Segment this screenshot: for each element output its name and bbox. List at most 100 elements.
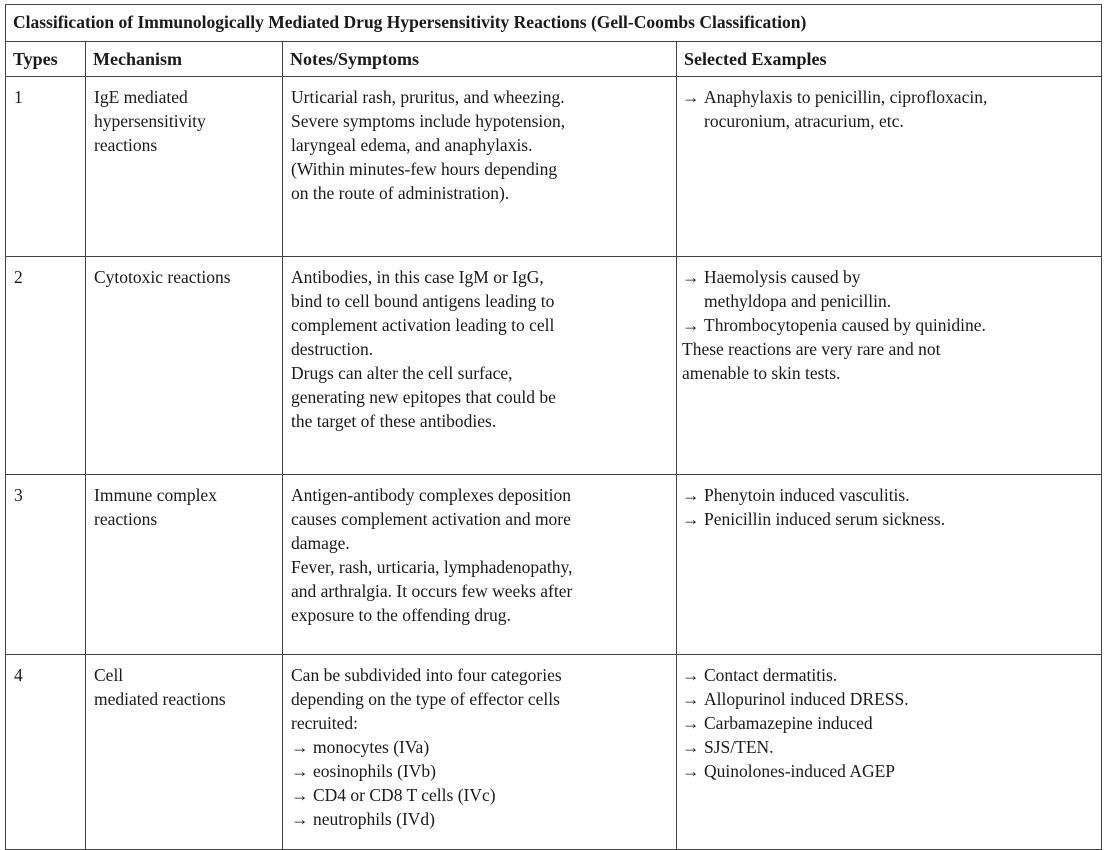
title-row: Classification of Immunologically Mediat… [4, 4, 1103, 42]
mechanism-cell: IgE mediated hypersensitivity reactions [85, 76, 283, 257]
notes-text: the target of these antibodies. [291, 411, 497, 431]
mechanism-text: mediated reactions [94, 689, 226, 709]
notes-text: damage. [291, 533, 350, 553]
example-text: Penicillin induced serum sickness. [704, 509, 946, 529]
notes-text: and arthralgia. It occurs few weeks afte… [291, 581, 573, 601]
example-text: amenable to skin tests. [682, 363, 841, 383]
table-row: 1 IgE mediated hypersensitivity reactions Ur… [5, 76, 1103, 257]
arrow-icon: → [682, 761, 700, 781]
examples-cell: → Haemolysis caused by methyldopa and peni… [675, 256, 1103, 475]
type-cell: 1 [5, 76, 86, 257]
notes-text: complement activation leading to cell [291, 315, 555, 335]
table-row: 2 Cytotoxic reactions Antibodies, in this … [5, 256, 1103, 475]
example-text: Quinolones-induced AGEP [704, 761, 896, 781]
example-text: These reactions are very rare and not [682, 339, 941, 359]
example-text: SJS/TEN. [704, 737, 774, 757]
notes-text: Can be subdivided into four categories [291, 663, 669, 687]
arrow-icon: → [291, 737, 309, 757]
notes-text: Antigen-antibody complexes deposition [291, 485, 571, 505]
arrow-icon: → [682, 665, 700, 685]
example-bullet: → Phenytoin induced vasculitis. [682, 483, 1094, 507]
header-mechanism: Mechanism [85, 41, 283, 77]
example-text: rocuronium, atracurium, etc. [704, 111, 904, 131]
examples-cell: → Contact dermatitis. → Allopurinol induced… [675, 654, 1103, 850]
example-text: Haemolysis caused by [704, 267, 861, 287]
example-text: Contact dermatitis. [704, 665, 838, 685]
example-bullet: → Thrombocytopenia caused by quinidine. [682, 313, 1094, 337]
table-row: 4 Cell mediated reactions Can be subdivided… [5, 654, 1103, 850]
notes-text: Urticarial rash, pruritus, and wheezing. [291, 87, 565, 107]
notes-text: exposure to the offending drug. [291, 605, 511, 625]
example-text: Carbamazepine induced [704, 713, 873, 733]
notes-bullet-text: monocytes (IVa) [313, 737, 430, 757]
arrow-icon: → [291, 785, 309, 805]
mechanism-cell: Cell mediated reactions [85, 654, 283, 850]
example-continuation: rocuronium, atracurium, etc. [682, 109, 1094, 133]
notes-text: generating new epitopes that could be [291, 387, 556, 407]
notes-bullet-text: depending on the type of effector cells [291, 689, 560, 709]
notes-cell: Can be subdivided into four categories de… [282, 654, 677, 850]
example-bullet: → Haemolysis caused by [682, 265, 1094, 289]
notes-bullet-text: recruited: [291, 713, 359, 733]
notes-cell: Antigen-antibody complexes deposition cau… [282, 474, 677, 655]
arrow-icon: → [682, 485, 700, 505]
type-value: 2 [14, 267, 23, 287]
example-text: Allopurinol induced DRESS. [704, 689, 909, 709]
notes-cell: Urticarial rash, pruritus, and wheezing.… [282, 76, 677, 257]
arrow-icon: → [682, 689, 700, 709]
arrow-icon: → [682, 509, 700, 529]
type-cell: 3 [5, 474, 86, 655]
type-value: 3 [14, 485, 23, 505]
mechanism-text: reactions [94, 509, 158, 529]
notes-text: depending on the type of effector cells [291, 687, 669, 711]
table-title: Classification of Immunologically Mediat… [4, 4, 1103, 42]
example-note: These reactions are very rare and not [682, 337, 1094, 361]
type-value: 4 [14, 665, 23, 685]
notes-cell: Antibodies, in this case IgM or IgG, bind… [282, 256, 677, 475]
notes-bullet: → neutrophils (IVd) [291, 807, 669, 831]
notes-bullet-text: eosinophils (IVb) [313, 761, 436, 781]
notes-text: destruction. [291, 339, 374, 359]
arrow-icon: → [682, 315, 700, 335]
example-text: Anaphylaxis to penicillin, ciprofloxacin… [704, 87, 988, 107]
example-bullet: → SJS/TEN. [682, 735, 1094, 759]
example-bullet: → Penicillin induced serum sickness. [682, 507, 1094, 531]
notes-text: causes complement activation and more [291, 509, 571, 529]
header-selected-examples: Selected Examples [675, 41, 1103, 77]
notes-bullet-text: Can be subdivided into four categories [291, 665, 562, 685]
arrow-icon: → [682, 737, 700, 757]
header-types: Types [5, 41, 86, 77]
table-body: 1 IgE mediated hypersensitivity reactions Ur… [5, 76, 1103, 850]
notes-bullet: → eosinophils (IVb) [291, 759, 669, 783]
notes-bullet: → CD4 or CD8 T cells (IVc) [291, 783, 669, 807]
example-text: Phenytoin induced vasculitis. [704, 485, 910, 505]
notes-text: (Within minutes-few hours depending [291, 159, 558, 179]
arrow-icon: → [682, 87, 700, 107]
header-row: Types Mechanism Notes/Symptoms Selected … [5, 41, 1103, 77]
example-bullet: → Anaphylaxis to penicillin, ciprofloxaci… [682, 85, 1094, 109]
example-bullet: → Carbamazepine induced [682, 711, 1094, 735]
notes-bullet-text: CD4 or CD8 T cells (IVc) [313, 785, 496, 805]
example-bullet: → Quinolones-induced AGEP [682, 759, 1094, 783]
notes-text: Antibodies, in this case IgM or IgG, [291, 267, 544, 287]
mechanism-text: Cytotoxic reactions [94, 267, 231, 287]
example-continuation: methyldopa and penicillin. [682, 289, 1094, 313]
mechanism-text: Cell [94, 665, 124, 685]
examples-cell: → Anaphylaxis to penicillin, ciprofloxaci… [675, 76, 1103, 257]
mechanism-text: reactions [94, 135, 158, 155]
examples-cell: → Phenytoin induced vasculitis. → Penicilli… [675, 474, 1103, 655]
notes-bullet: → monocytes (IVa) [291, 735, 669, 759]
arrow-icon: → [682, 713, 700, 733]
header-notes-symptoms: Notes/Symptoms [282, 41, 677, 77]
example-text: methyldopa and penicillin. [704, 291, 892, 311]
table-row: 3 Immune complex reactions Antigen-antibody… [5, 474, 1103, 655]
classification-table-wrapper: Classification of Immunologically Mediat… [4, 4, 1103, 850]
notes-text: bind to cell bound antigens leading to [291, 291, 555, 311]
example-note: amenable to skin tests. [682, 361, 1094, 385]
type-cell: 2 [5, 256, 86, 475]
notes-text: Drugs can alter the cell surface, [291, 363, 513, 383]
arrow-icon: → [682, 267, 700, 287]
notes-text: Fever, rash, urticaria, lymphadenopathy, [291, 557, 573, 577]
notes-text: Severe symptoms include hypotension, [291, 111, 566, 131]
classification-table: Classification of Immunologically Mediat… [4, 4, 1103, 850]
